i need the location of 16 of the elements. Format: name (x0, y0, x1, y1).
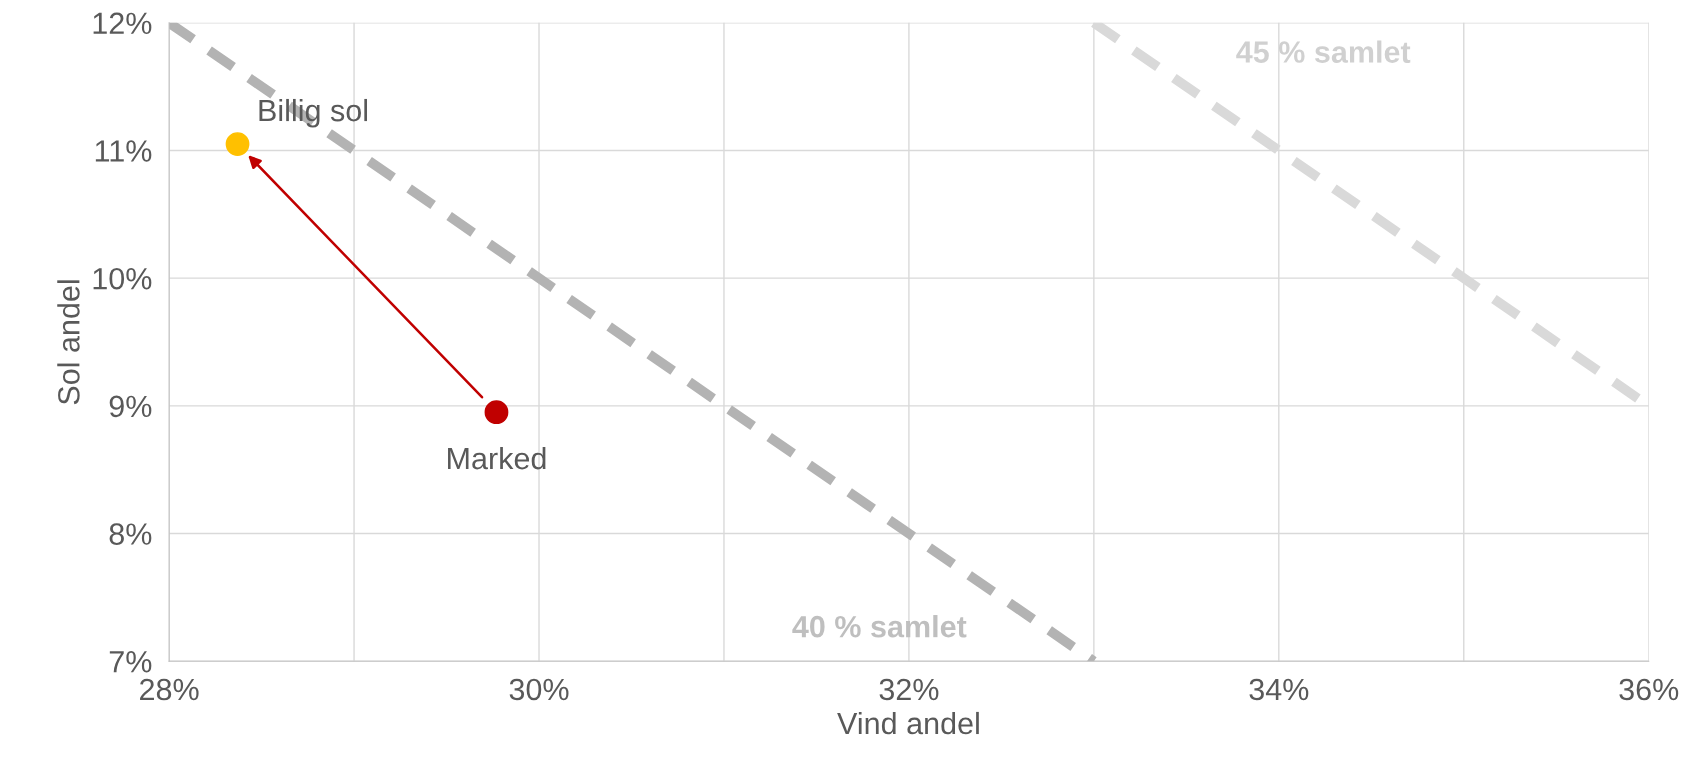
annotation: 40 % samlet (792, 615, 967, 638)
y-tick-label: 11% (95, 140, 152, 162)
x-tick-label: 28% (140, 678, 199, 701)
y-tick-label: 8% (109, 523, 152, 545)
series-label: Marked (448, 446, 546, 470)
x-tick-label: 34% (1249, 678, 1309, 701)
x-tick-label: 30% (509, 678, 569, 701)
x-tick-label: 36% (1619, 678, 1679, 701)
y-tick-label: 9% (109, 395, 152, 418)
y-tick-label: 10% (93, 267, 152, 290)
y-tick-label: 7% (109, 651, 152, 673)
x-axis-title: Vind andel (837, 711, 979, 735)
y-axis-title: Sol andel (57, 280, 80, 405)
x-tick-label: 32% (879, 678, 939, 701)
y-tick-label: 12% (93, 12, 152, 35)
series-label: Billig sol (259, 98, 368, 128)
